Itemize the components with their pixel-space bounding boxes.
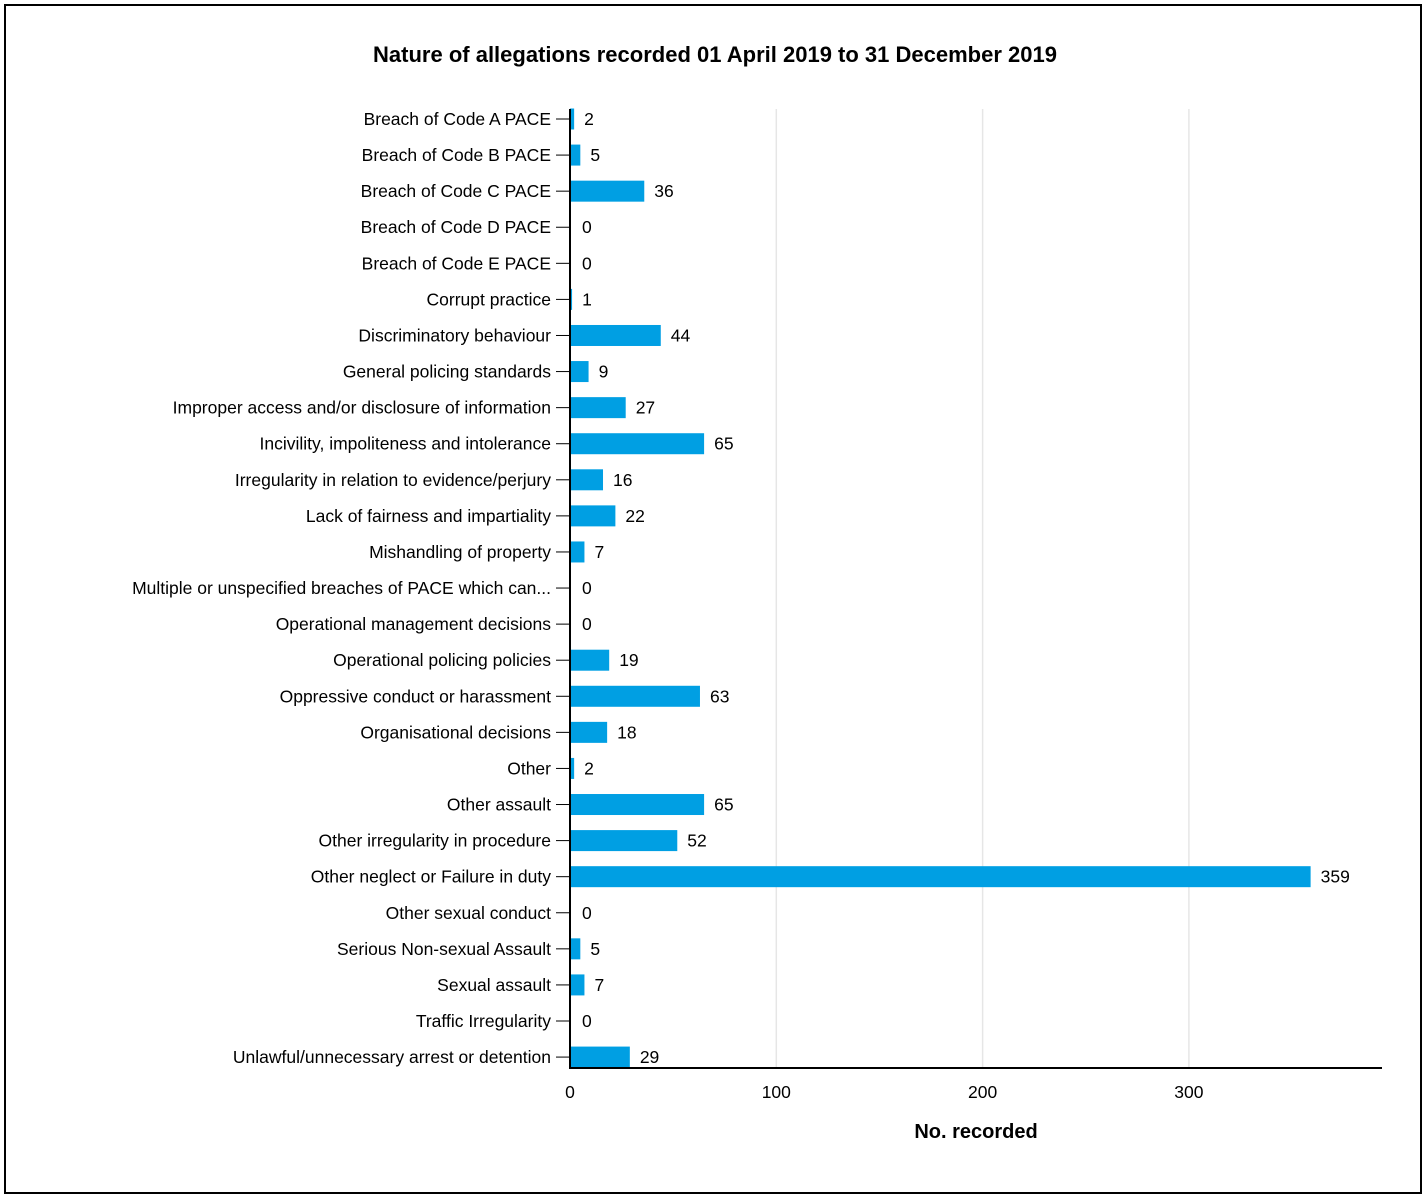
category-ticks — [556, 118, 570, 1058]
data-label: 65 — [714, 795, 733, 815]
category-label: Discriminatory behaviour — [358, 325, 551, 345]
axes — [569, 109, 1382, 1069]
bar — [570, 794, 705, 816]
bar — [570, 469, 604, 491]
data-label: 63 — [710, 686, 729, 706]
x-tick-label-100: 100 — [762, 1082, 791, 1102]
bar — [570, 180, 645, 202]
data-label: 0 — [582, 217, 592, 237]
bar — [570, 288, 573, 310]
data-label: 0 — [582, 253, 592, 273]
category-label: Unlawful/unnecessary arrest or detention — [233, 1047, 551, 1067]
bar — [570, 144, 581, 166]
category-label: Sexual assault — [437, 975, 551, 995]
data-label: 9 — [599, 362, 609, 382]
bars — [570, 108, 1311, 1068]
category-label: Traffic Irregularity — [416, 1011, 551, 1031]
bar — [570, 541, 585, 563]
data-label: 359 — [1321, 867, 1350, 887]
bar — [570, 974, 585, 996]
category-label: Other irregularity in procedure — [319, 831, 551, 851]
bar — [570, 866, 1311, 888]
data-label: 5 — [590, 939, 600, 959]
data-label: 7 — [594, 542, 604, 562]
data-label: 0 — [582, 1011, 592, 1031]
bar — [570, 324, 661, 346]
chart-title: Nature of allegations recorded 01 April … — [373, 42, 1057, 67]
category-label: Breach of Code E PACE — [362, 253, 551, 273]
data-label: 16 — [613, 470, 632, 490]
value-labels: 2536001449276516227001963182655235905702… — [582, 109, 1350, 1067]
data-label: 29 — [640, 1047, 659, 1067]
data-label: 27 — [636, 398, 655, 418]
bar — [570, 108, 575, 130]
category-label: Corrupt practice — [427, 289, 552, 309]
data-label: 52 — [687, 831, 706, 851]
data-label: 19 — [619, 650, 638, 670]
category-label: Operational management decisions — [276, 614, 552, 634]
bar — [570, 938, 581, 960]
category-label: Breach of Code C PACE — [361, 181, 551, 201]
data-label: 65 — [714, 434, 733, 454]
bar — [570, 649, 610, 671]
bar — [570, 361, 589, 383]
data-label: 18 — [617, 722, 636, 742]
data-label: 22 — [625, 506, 644, 526]
data-label: 2 — [584, 109, 594, 129]
bar — [570, 685, 700, 707]
category-label: Other — [507, 758, 551, 778]
category-labels: Breach of Code A PACE Breach of Code B PA… — [132, 109, 551, 1067]
category-label: Oppressive conduct or harassment — [280, 686, 552, 706]
data-label: 0 — [582, 578, 592, 598]
x-axis-label: No. recorded — [914, 1121, 1037, 1143]
x-tick-label-0: 0 — [565, 1082, 575, 1102]
x-tick-label-200: 200 — [968, 1082, 997, 1102]
data-label: 36 — [654, 181, 673, 201]
bar — [570, 721, 608, 743]
category-label: Operational policing policies — [333, 650, 551, 670]
category-label: Organisational decisions — [360, 722, 551, 742]
bar — [570, 1046, 630, 1068]
data-label: 0 — [582, 614, 592, 634]
category-label: Improper access and/or disclosure of inf… — [173, 398, 551, 418]
category-label: Breach of Code D PACE — [361, 217, 551, 237]
category-label: Incivility, impoliteness and intolerance — [260, 434, 551, 454]
bar — [570, 433, 705, 455]
category-label: Serious Non-sexual Assault — [337, 939, 551, 959]
category-label: Other sexual conduct — [386, 903, 552, 923]
category-label: Other neglect or Failure in duty — [311, 867, 552, 887]
bar — [570, 397, 626, 419]
category-label: Mishandling of property — [369, 542, 551, 562]
data-label: 2 — [584, 758, 594, 778]
x-tick-labels: 0 100 200 300 — [565, 1082, 1204, 1102]
category-label: Irregularity in relation to evidence/per… — [235, 470, 551, 490]
bar — [570, 505, 616, 527]
category-label: Breach of Code B PACE — [362, 145, 551, 165]
bar — [570, 757, 575, 779]
bar — [570, 830, 678, 852]
category-label: Other assault — [447, 795, 551, 815]
gridlines — [775, 109, 1190, 1068]
data-label: 5 — [590, 145, 600, 165]
data-label: 44 — [671, 325, 691, 345]
category-label: Breach of Code A PACE — [364, 109, 551, 129]
category-label: Multiple or unspecified breaches of PACE… — [132, 578, 551, 598]
category-label: General policing standards — [343, 362, 551, 382]
data-label: 1 — [582, 289, 592, 309]
category-label: Lack of fairness and impartiality — [306, 506, 551, 526]
data-label: 0 — [582, 903, 592, 923]
x-tick-label-300: 300 — [1174, 1082, 1203, 1102]
data-label: 7 — [594, 975, 604, 995]
